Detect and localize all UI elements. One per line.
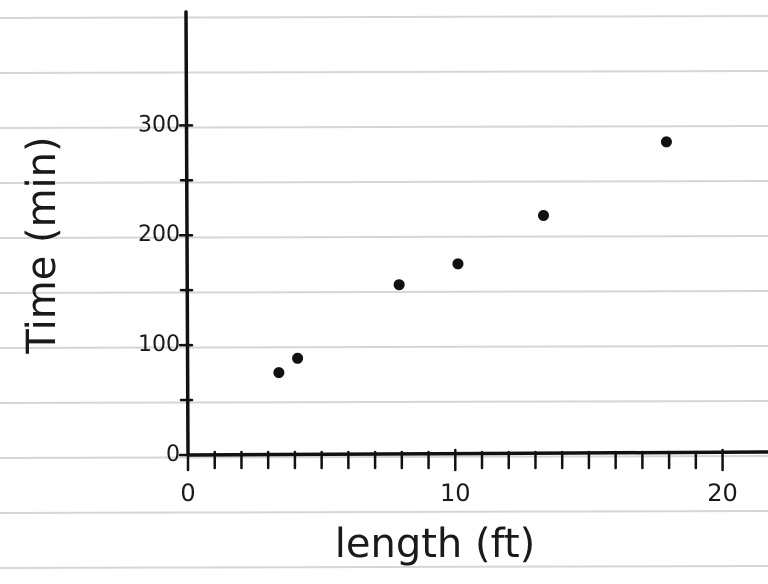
x-tick-label: 10 <box>440 479 471 507</box>
x-axis-label: length (ft) <box>335 521 536 567</box>
x-tick-label: 0 <box>180 479 195 507</box>
point <box>660 136 672 148</box>
y-axis <box>184 10 190 457</box>
x-tick-label: 20 <box>707 479 738 507</box>
y-tick-label: 0 <box>166 442 180 467</box>
y-tick-label: 300 <box>138 112 180 137</box>
point <box>292 352 304 364</box>
point <box>273 367 285 379</box>
y-axis-label: Time (min) <box>19 136 65 354</box>
point <box>537 209 549 221</box>
y-tick-label: 200 <box>138 222 180 247</box>
point <box>452 258 464 270</box>
paper-lines <box>0 15 768 569</box>
point <box>393 279 405 291</box>
x-axis <box>186 450 768 457</box>
y-tick-label: 100 <box>138 332 180 357</box>
